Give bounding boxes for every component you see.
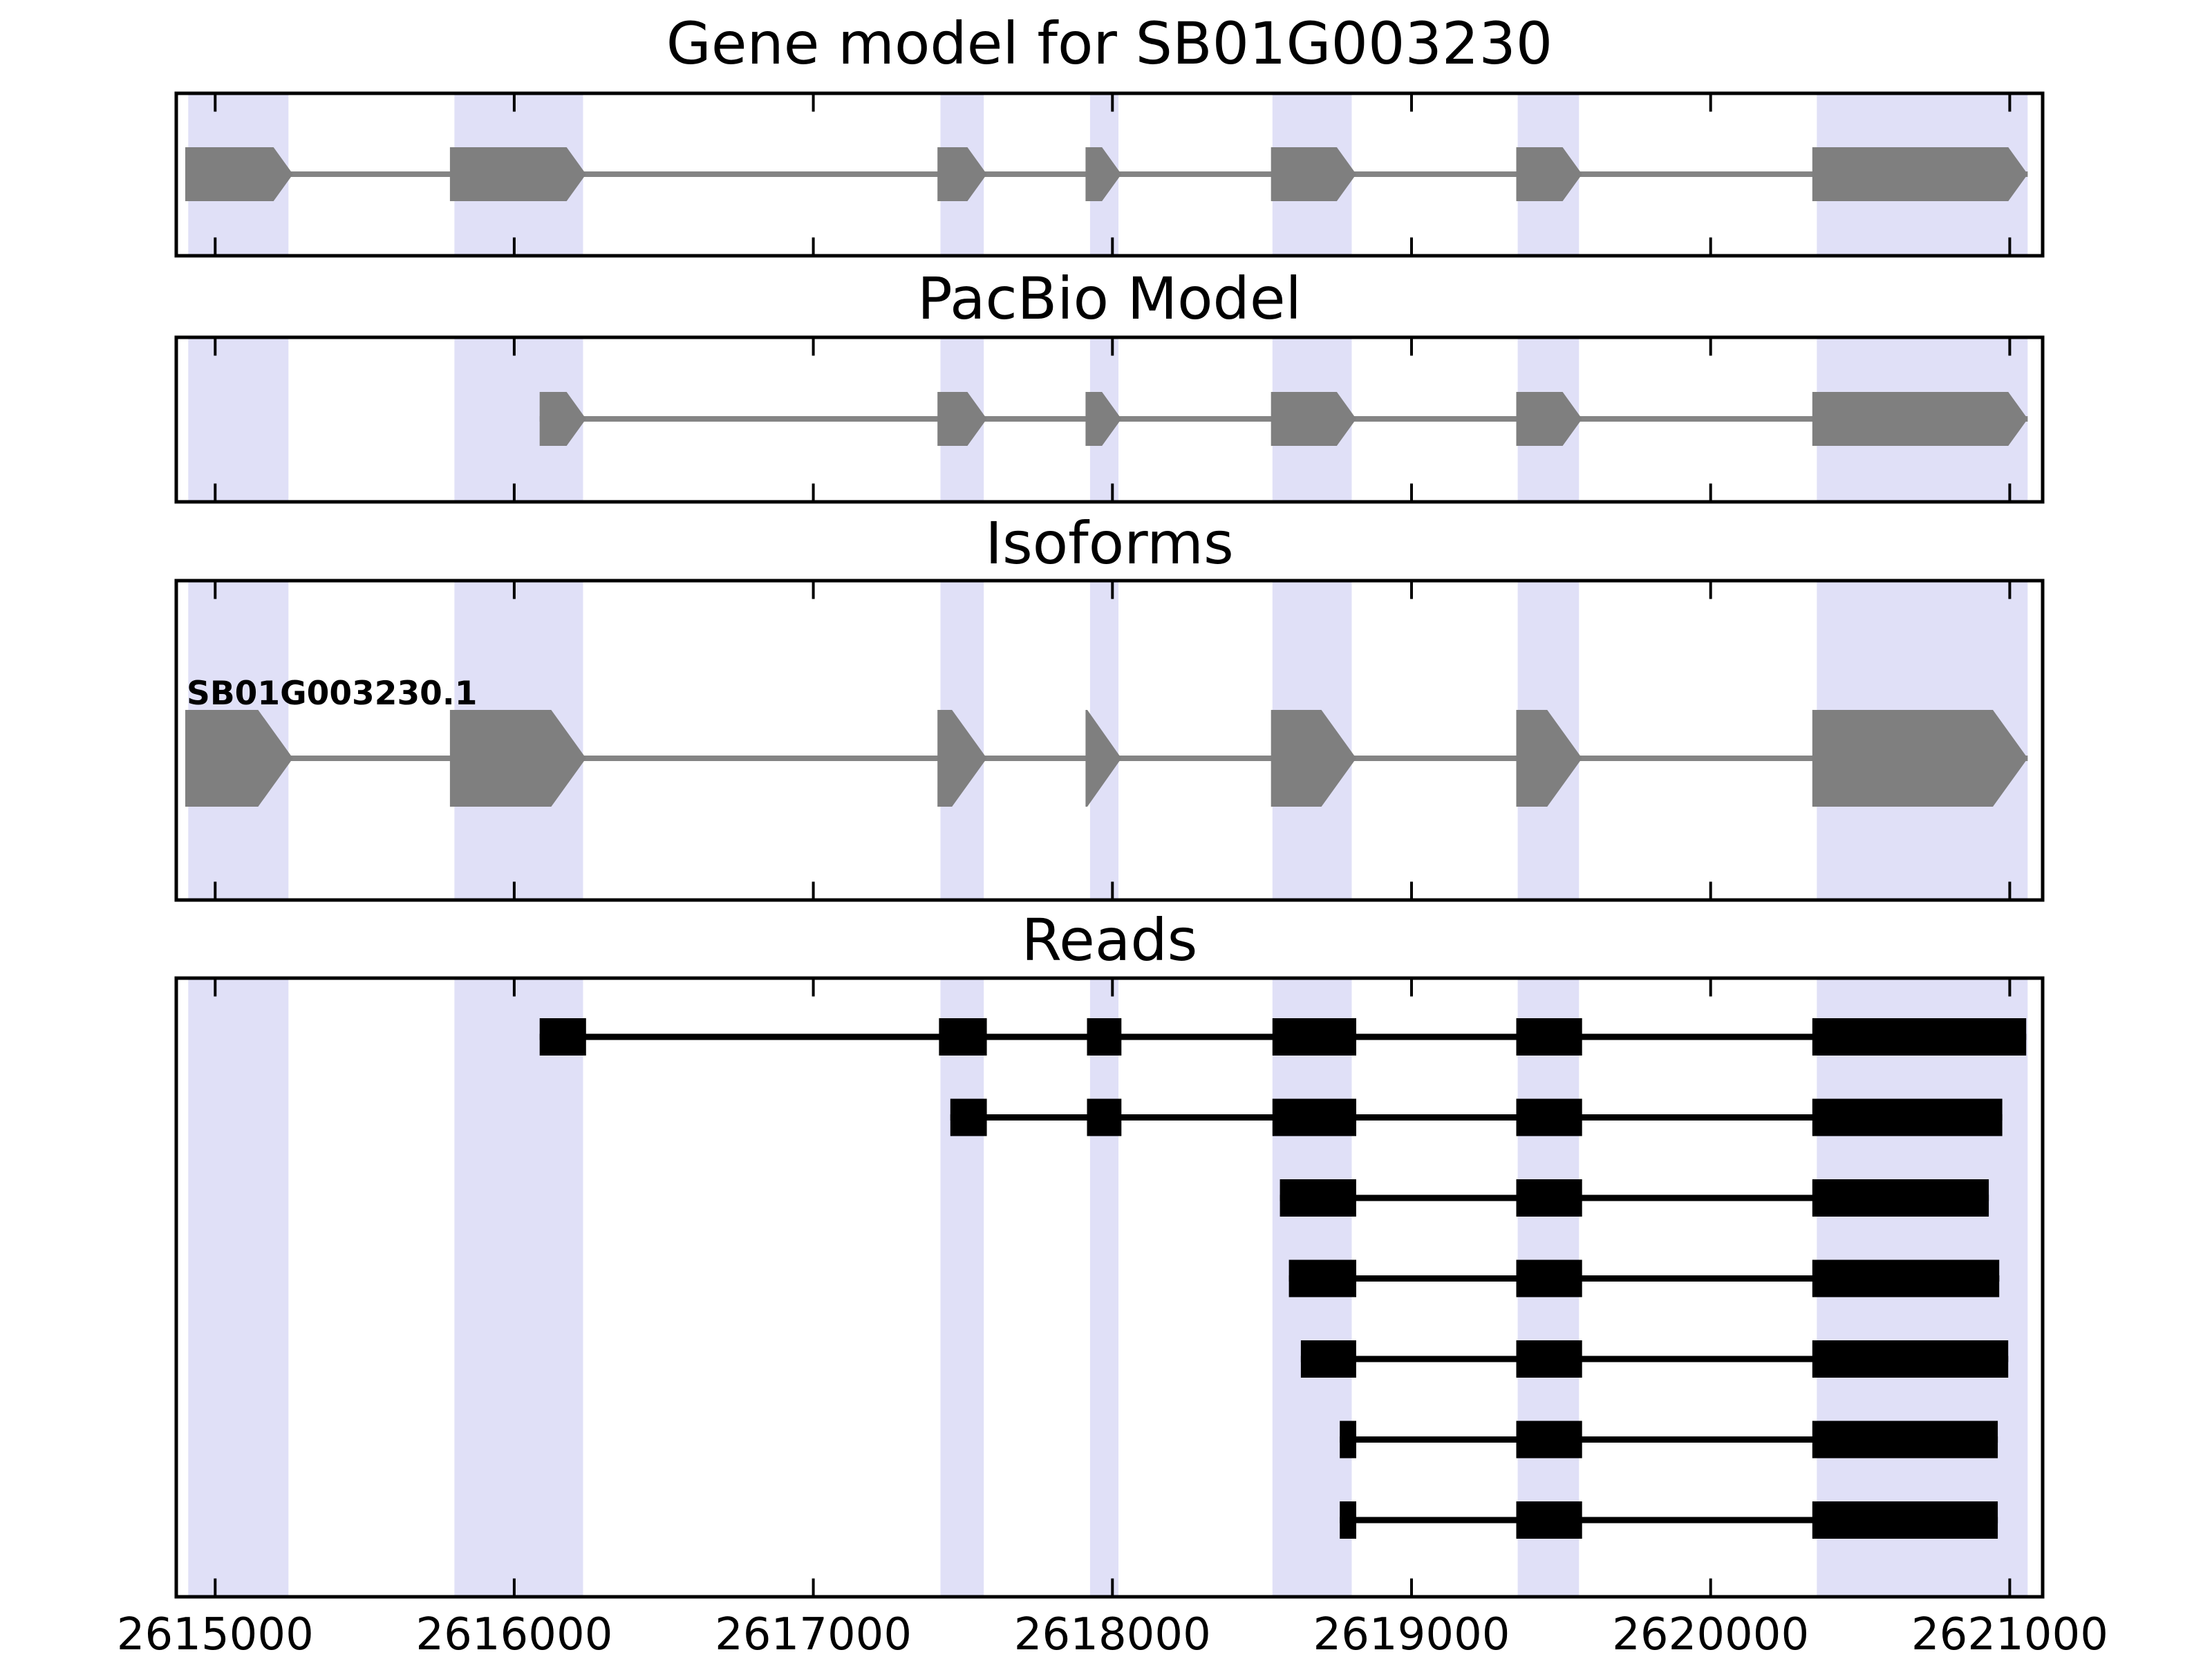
exon-arrow <box>185 710 293 807</box>
x-tick-label: 2616000 <box>415 1609 612 1659</box>
x-tick-label: 2617000 <box>715 1609 912 1659</box>
highlight-band <box>188 337 289 502</box>
exon-arrow <box>1516 710 1582 807</box>
exon-arrow <box>449 147 586 201</box>
exon-arrow <box>937 147 987 201</box>
titles: Gene model for SB01G003230 PacBio Model … <box>187 10 1553 974</box>
panel-frame <box>174 976 2045 1599</box>
title-gene-model: Gene model for SB01G003230 <box>666 10 1553 77</box>
read-block <box>1516 1340 1582 1378</box>
x-tick-label: 2620000 <box>1612 1609 1809 1659</box>
read-block <box>1812 1018 2027 1056</box>
read-block <box>1812 1501 1998 1539</box>
read-block <box>1516 1501 1582 1539</box>
read-block <box>1812 1421 1998 1459</box>
read-block <box>539 1018 586 1056</box>
panel-gene-model <box>174 91 2045 258</box>
highlight-band <box>454 978 583 1597</box>
exon-arrow <box>1085 392 1122 446</box>
title-isoforms: Isoforms <box>985 509 1234 577</box>
read-block <box>939 1018 987 1056</box>
read-block <box>1340 1421 1356 1459</box>
x-tick-label: 2618000 <box>1014 1609 1211 1659</box>
exon-arrow <box>1812 710 2028 807</box>
exon-arrow <box>1271 392 1356 446</box>
read-block <box>1516 1179 1582 1217</box>
read-block <box>1272 1018 1356 1056</box>
read-block <box>1516 1098 1582 1136</box>
x-tick-label: 2619000 <box>1313 1609 1510 1659</box>
panel-frame <box>174 91 2045 258</box>
read-block <box>1516 1421 1582 1459</box>
read-block <box>950 1098 987 1136</box>
read-block <box>1300 1340 1356 1378</box>
read-block <box>1340 1501 1356 1539</box>
highlight-band <box>1089 978 1118 1597</box>
exon-arrow <box>449 710 586 807</box>
highlight-band <box>940 978 984 1597</box>
panel-pacbio-model <box>174 335 2045 504</box>
panel-frame <box>174 335 2045 504</box>
panel-reads <box>174 976 2045 1599</box>
exon-arrow <box>1085 710 1122 807</box>
x-tick-label: 2621000 <box>1911 1609 2108 1659</box>
read-block <box>1516 1259 1582 1297</box>
exon-arrow <box>1085 147 1122 201</box>
read-block <box>1812 1179 1989 1217</box>
read-block <box>1812 1259 2000 1297</box>
exon-arrow <box>937 710 987 807</box>
read-block <box>1280 1179 1356 1217</box>
read-block <box>1087 1018 1122 1056</box>
exon-arrow <box>1271 147 1356 201</box>
highlight-band <box>188 978 289 1597</box>
read-block <box>1516 1018 1582 1056</box>
read-block <box>1812 1098 2003 1136</box>
panel-isoforms <box>174 579 2045 902</box>
x-axis-labels: 2615000 2616000 2617000 2618000 2619000 26200… <box>117 1609 2108 1659</box>
exon-arrow <box>1516 392 1582 446</box>
isoform-label: SB01G003230.1 <box>187 675 477 713</box>
exon-arrow <box>185 147 293 201</box>
title-reads: Reads <box>1022 906 1198 974</box>
read-block <box>1272 1098 1356 1136</box>
panel-frame <box>174 579 2045 902</box>
x-tick-label: 2615000 <box>117 1609 314 1659</box>
exon-arrow <box>539 392 586 446</box>
title-pacbio-model: PacBio Model <box>917 265 1302 332</box>
read-block <box>1812 1340 2009 1378</box>
exon-arrow <box>1516 147 1582 201</box>
exon-arrow <box>937 392 987 446</box>
read-block <box>1087 1098 1122 1136</box>
read-block <box>1288 1259 1356 1297</box>
exon-arrow <box>1812 392 2028 446</box>
exon-arrow <box>1812 147 2028 201</box>
exon-arrow <box>1271 710 1356 807</box>
